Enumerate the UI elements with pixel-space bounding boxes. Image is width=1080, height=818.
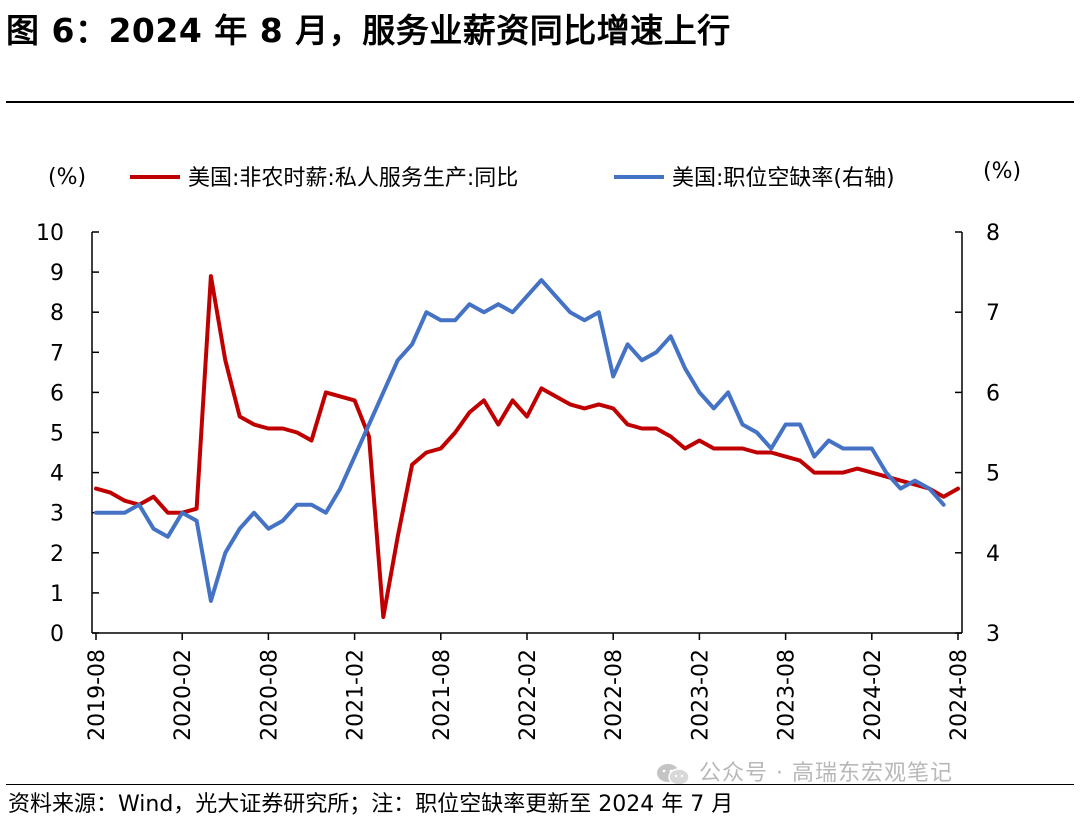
source-divider [6, 784, 1074, 785]
series-layer [94, 274, 960, 619]
right-y-tick-label: 4 [986, 542, 1000, 567]
axes: 0 1 2 3 4 5 6 7 8 9 10 3 4 5 6 7 8 2019-08 2020-02 2020-08 2… [36, 221, 1000, 741]
right-y-tick-label: 3 [986, 622, 1000, 647]
x-tick-label: 2022-08 [602, 649, 627, 741]
left-y-tick-label: 5 [50, 422, 64, 447]
legend-label: 美国:非农时薪:私人服务生产:同比 [188, 166, 518, 191]
left-y-tick-label: 2 [50, 542, 64, 567]
figure-title: 图 6：2024 年 8 月，服务业薪资同比增速上行 [6, 11, 731, 50]
x-tick-label: 2021-02 [344, 649, 369, 741]
left-y-tick-label: 4 [50, 462, 64, 487]
right-y-tick-label: 6 [986, 381, 1000, 406]
left-y-tick-label: 6 [50, 381, 64, 406]
source-note: 资料来源：Wind，光大证券研究所；注：职位空缺率更新至 2024 年 7 月 [8, 792, 734, 817]
x-tick-label: 2022-02 [516, 649, 541, 741]
left-y-tick-label: 1 [50, 582, 64, 607]
legend: 美国:非农时薪:私人服务生产:同比 美国:职位空缺率(右轴) [130, 166, 895, 191]
left-y-tick-label: 3 [50, 502, 64, 527]
dual-axis-line-chart: (%) (%) 美国:非农时薪:私人服务生产:同比 美国:职位空缺率(右轴) 0 1… [36, 159, 1021, 741]
right-y-tick-label: 7 [986, 301, 1000, 326]
x-tick-label: 2021-08 [430, 649, 455, 741]
wechat-icon [657, 764, 690, 786]
left-y-tick-label: 8 [50, 301, 64, 326]
x-tick-label: 2023-08 [775, 649, 800, 741]
left-axis-unit: (%) [48, 165, 86, 190]
right-y-tick-label: 8 [986, 221, 1000, 246]
x-tick-label: 2024-02 [861, 649, 886, 741]
series-line-vacancy-rate [94, 278, 946, 603]
x-tick-label: 2020-02 [171, 649, 196, 741]
title-divider [6, 101, 1074, 103]
right-y-tick-label: 5 [986, 462, 1000, 487]
left-y-tick-label: 7 [50, 341, 64, 366]
right-axis-unit: (%) [983, 159, 1021, 184]
x-tick-label: 2023-02 [688, 649, 713, 741]
x-tick-label: 2024-08 [947, 649, 972, 741]
left-y-tick-label: 0 [50, 622, 64, 647]
x-tick-label: 2019-08 [85, 649, 110, 741]
watermark: 公众号 · 高瑞东宏观笔记 [655, 755, 953, 787]
left-y-tick-label: 9 [50, 261, 64, 286]
watermark-text: 公众号 · 高瑞东宏观笔记 [699, 761, 953, 786]
left-y-tick-label: 10 [36, 221, 64, 246]
series-line-hourly-wage-yoy [94, 274, 960, 619]
x-tick-label: 2020-08 [257, 649, 282, 741]
legend-label: 美国:职位空缺率(右轴) [672, 166, 895, 191]
